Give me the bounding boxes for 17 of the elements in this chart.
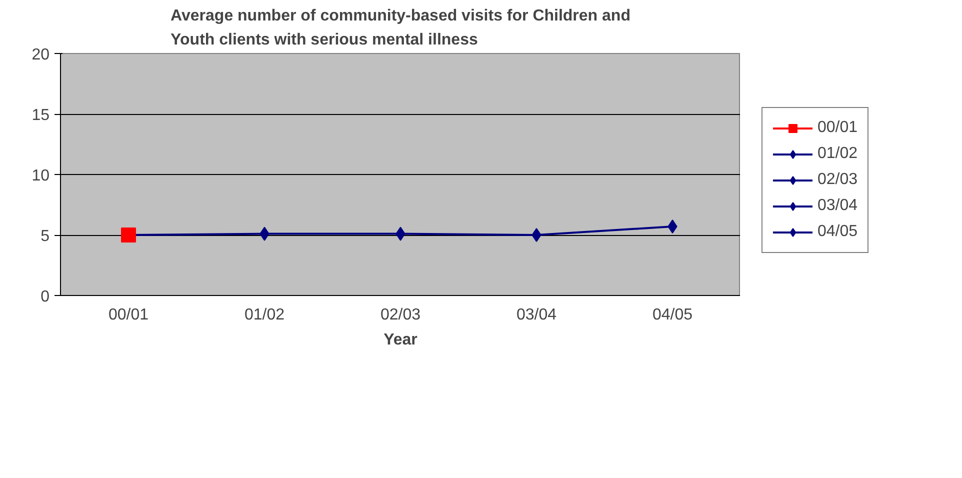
x-axis-title: Year <box>384 332 418 348</box>
y-tick-label: 0 <box>40 288 50 306</box>
legend-label: 02/03 <box>817 170 858 188</box>
legend-label: 01/02 <box>817 144 858 162</box>
legend-label: 00/01 <box>817 118 858 136</box>
y-tick-label: 20 <box>32 46 50 64</box>
x-tick-label: 04/05 <box>652 306 693 324</box>
x-tick-label: 00/01 <box>108 306 149 324</box>
x-tick-label: 02/03 <box>380 306 421 324</box>
chart-title: Average number of community-based visits for Children and Youth clients with serious mental illness <box>170 8 630 48</box>
y-tick-label: 5 <box>40 228 50 245</box>
x-tick-label: 01/02 <box>244 306 285 324</box>
x-tick-label: 03/04 <box>516 306 557 324</box>
legend-label: 03/04 <box>817 196 858 214</box>
legend-label: 04/05 <box>817 222 858 240</box>
y-tick-label: 10 <box>32 168 50 184</box>
y-tick-label: 15 <box>32 107 50 124</box>
